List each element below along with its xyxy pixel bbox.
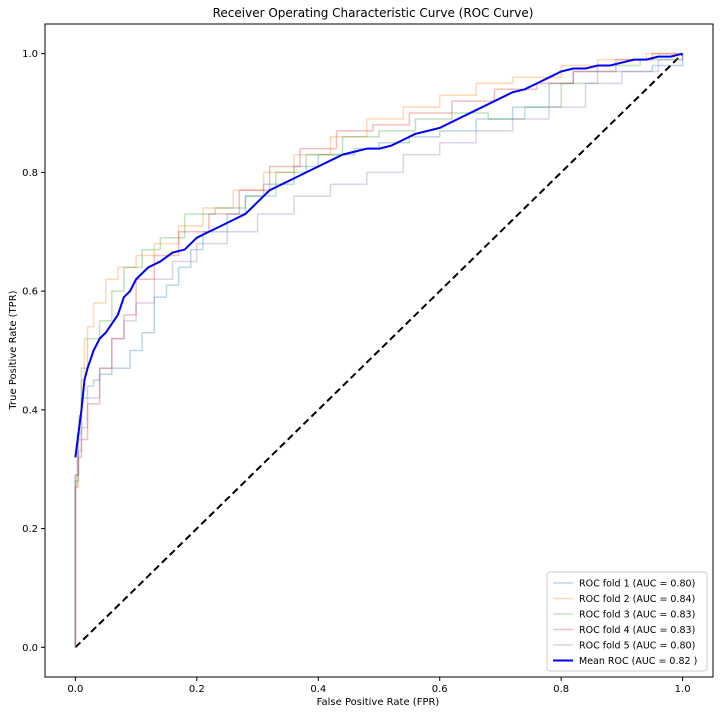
y-tick-label: 0.6 xyxy=(22,287,38,298)
legend-label: ROC fold 1 (AUC = 0.80) xyxy=(579,579,695,590)
legend-label: ROC fold 3 (AUC = 0.83) xyxy=(579,610,695,621)
x-tick-label: 0.6 xyxy=(432,684,448,695)
legend-label: ROC fold 5 (AUC = 0.80) xyxy=(579,641,695,652)
y-tick-label: 0.4 xyxy=(22,405,38,416)
roc-fold-3-line xyxy=(74,53,684,648)
axes: 0.0 0.2 0.4 0.6 0.8 1.0 0.0 0.2 0.4 0.6 0.8 1.0 xyxy=(22,23,714,695)
legend-box xyxy=(546,571,708,672)
x-tick-label: 0.2 xyxy=(189,684,205,695)
legend-label: Mean ROC (AUC = 0.82 ) xyxy=(579,656,697,667)
plot-area xyxy=(74,52,684,649)
x-axis-title: False Positive Rate (FPR) xyxy=(317,697,440,708)
roc-fold-5-line xyxy=(74,53,684,648)
legend: ROC fold 1 (AUC = 0.80) ROC fold 2 (AUC =… xyxy=(546,571,708,672)
y-tick-label: 0.8 xyxy=(22,168,38,179)
chart-title: Receiver Operating Characteristic Curve … xyxy=(213,6,534,20)
y-tick-label: 1.0 xyxy=(22,49,38,60)
x-tick-label: 1.0 xyxy=(675,684,691,695)
legend-label: ROC fold 4 (AUC = 0.83) xyxy=(579,625,695,636)
legend-label: ROC fold 2 (AUC = 0.84) xyxy=(579,594,695,605)
x-tick-label: 0.4 xyxy=(310,684,326,695)
y-tick-label: 0.0 xyxy=(22,643,38,654)
x-tick-label: 0.8 xyxy=(553,684,569,695)
x-tick-label: 0.0 xyxy=(67,684,83,695)
y-axis-title: True Positive Rate (TPR) xyxy=(8,290,19,410)
roc-fold-4-line xyxy=(74,52,683,648)
roc-fold-1-line xyxy=(74,53,684,648)
roc-fold-2-line xyxy=(74,52,683,648)
chance-line xyxy=(74,52,684,649)
y-tick-label: 0.2 xyxy=(22,524,38,535)
plot-frame xyxy=(44,23,714,678)
mean-roc-line xyxy=(74,52,683,458)
